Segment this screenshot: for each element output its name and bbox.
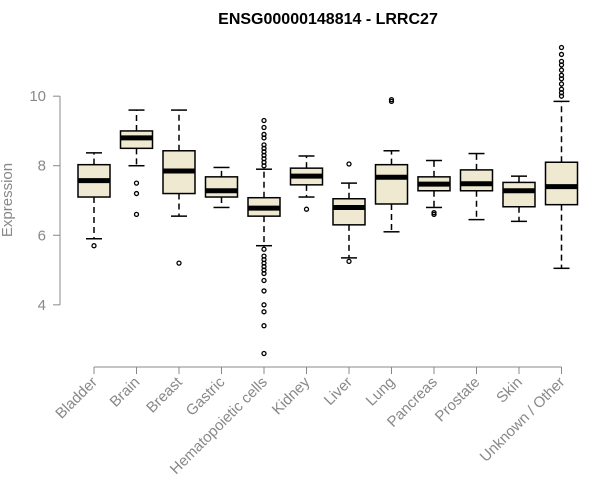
box-lung: [374, 96, 409, 233]
box-breast: [162, 109, 196, 266]
outlier-point: [261, 270, 267, 277]
outlier-point: [558, 62, 565, 68]
iqr-box: [544, 161, 579, 206]
y-tick-label: 8: [38, 158, 46, 175]
box-bladder: [77, 152, 111, 249]
outlier-point: [133, 211, 140, 218]
iqr-box: [374, 163, 409, 205]
outlier-point: [91, 243, 97, 249]
outlier-point: [261, 117, 267, 124]
outlier-point: [261, 288, 267, 294]
outlier-point: [261, 163, 267, 169]
outlier-point: [303, 206, 310, 212]
outlier-point: [558, 93, 565, 99]
x-tick-label: Brain: [107, 374, 144, 411]
outlier-point: [558, 76, 565, 82]
outlier-point: [176, 260, 182, 266]
x-tick-label: Kidney: [269, 373, 314, 418]
box-kidney: [289, 155, 324, 212]
x-tick-label: Bladder: [52, 374, 101, 423]
box-gastric: [204, 166, 239, 209]
x-tick-label: Lung: [363, 374, 399, 410]
outlier-point: [261, 302, 267, 308]
box-skin: [502, 175, 536, 223]
box-hematopoietic-cells: [247, 117, 281, 357]
x-tick-label: Skin: [493, 374, 526, 407]
outlier-point: [261, 350, 267, 357]
boxes-layer: [77, 44, 579, 357]
iqr-box: [502, 181, 536, 208]
outlier-point: [388, 98, 395, 105]
box-pancreas: [417, 159, 451, 218]
y-tick-label: 4: [38, 297, 46, 314]
outlier-point: [558, 44, 565, 51]
outlier-point: [388, 96, 395, 103]
outlier-point: [261, 135, 267, 141]
outlier-point: [558, 81, 565, 87]
outlier-point: [431, 210, 437, 216]
iqr-box: [204, 176, 239, 198]
x-tick-label: Breast: [143, 373, 186, 416]
box-brain: [119, 109, 154, 218]
outlier-point: [346, 161, 352, 167]
iqr-box: [459, 169, 494, 192]
outlier-point: [261, 246, 267, 252]
outlier-point: [558, 51, 565, 58]
outlier-point: [261, 124, 267, 131]
outlier-point: [133, 180, 140, 186]
chart-title: ENSG00000148814 - LRRC27: [218, 11, 438, 28]
x-tick-label: Liver: [321, 374, 356, 409]
outlier-point: [558, 67, 565, 73]
outlier-point: [431, 211, 437, 218]
box-prostate: [459, 152, 494, 221]
y-tick-label: 6: [38, 227, 46, 244]
iqr-box: [332, 198, 366, 226]
outlier-point: [261, 323, 267, 329]
x-tick-label: Prostate: [432, 374, 484, 426]
y-axis: 4 6 8 10: [29, 88, 61, 314]
box-unknown-other: [544, 44, 579, 270]
outlier-point: [261, 277, 267, 284]
outlier-point: [261, 309, 267, 315]
outlier-point: [133, 190, 140, 197]
y-tick-label: 10: [29, 88, 46, 105]
box-liver: [332, 161, 366, 265]
outlier-point: [346, 258, 352, 265]
y-axis-label: Expression: [0, 163, 16, 237]
